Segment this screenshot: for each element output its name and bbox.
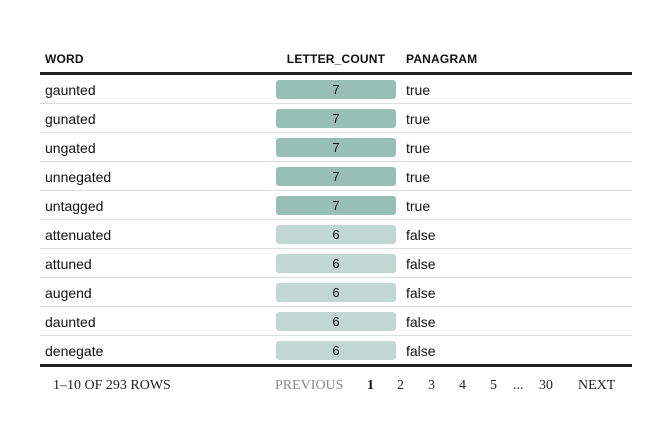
table-row: daunted 6 false	[40, 307, 632, 336]
pagination-footer: 1–10 OF 293 ROWS PREVIOUS 1 2 3 4 5 ... …	[40, 373, 632, 401]
row-count-label: 1–10 OF 293 ROWS	[53, 378, 171, 393]
word-cell: denegate	[45, 343, 104, 359]
letter-count-bar: 6	[276, 225, 396, 244]
letter-count-bar: 7	[276, 196, 396, 215]
panagram-cell: false	[406, 227, 436, 243]
letter-count-bar: 7	[276, 80, 396, 99]
panagram-cell: true	[406, 111, 431, 127]
next-page-button[interactable]: NEXT	[578, 378, 616, 393]
page-30-button[interactable]: 30	[539, 378, 553, 393]
table-row: untagged 7 true	[40, 191, 632, 220]
word-cell: gaunted	[45, 82, 96, 98]
page-3-button[interactable]: 3	[428, 378, 435, 393]
table-row: ungated 7 true	[40, 133, 632, 162]
page-4-button[interactable]: 4	[459, 378, 466, 393]
word-cell: daunted	[45, 314, 96, 330]
words-table: WORD LETTER_COUNT PANAGRAM gaunted 7 true g…	[40, 46, 632, 367]
panagram-cell: false	[406, 256, 436, 272]
page-2-button[interactable]: 2	[397, 378, 404, 393]
table-row: denegate 6 false	[40, 336, 632, 367]
letter-count-bar: 6	[276, 283, 396, 302]
letter-count-bar: 6	[276, 254, 396, 273]
word-cell: attuned	[45, 256, 92, 272]
panagram-cell: false	[406, 314, 436, 330]
table-body: gaunted 7 true gunated 7 true ungated 7 true unne…	[40, 75, 632, 367]
word-cell: augend	[45, 285, 92, 301]
table-row: gaunted 7 true	[40, 75, 632, 104]
panagram-cell: true	[406, 169, 431, 185]
table-row: gunated 7 true	[40, 104, 632, 133]
panagram-cell: false	[406, 343, 436, 359]
word-cell: ungated	[45, 140, 96, 156]
column-header-word[interactable]: WORD	[45, 52, 84, 66]
panagram-cell: true	[406, 140, 431, 156]
panagram-cell: false	[406, 285, 436, 301]
letter-count-bar: 6	[276, 312, 396, 331]
pagination-ellipsis: ...	[513, 378, 524, 393]
word-cell: unnegated	[45, 169, 112, 185]
panagram-cell: true	[406, 198, 431, 214]
previous-page-button[interactable]: PREVIOUS	[275, 378, 344, 393]
letter-count-bar: 7	[276, 167, 396, 186]
table-row: unnegated 7 true	[40, 162, 632, 191]
letter-count-bar: 6	[276, 341, 396, 360]
letter-count-bar: 7	[276, 138, 396, 157]
letter-count-bar: 7	[276, 109, 396, 128]
word-cell: attenuated	[45, 227, 112, 243]
table-row: augend 6 false	[40, 278, 632, 307]
column-header-letter-count[interactable]: LETTER_COUNT	[286, 52, 386, 66]
table-header: WORD LETTER_COUNT PANAGRAM	[40, 46, 632, 75]
word-cell: untagged	[45, 198, 104, 214]
table-row: attuned 6 false	[40, 249, 632, 278]
page-5-button[interactable]: 5	[490, 378, 497, 393]
page-1-button[interactable]: 1	[367, 378, 374, 393]
column-header-panagram[interactable]: PANAGRAM	[406, 52, 478, 66]
panagram-cell: true	[406, 82, 431, 98]
word-cell: gunated	[45, 111, 96, 127]
table-row: attenuated 6 false	[40, 220, 632, 249]
